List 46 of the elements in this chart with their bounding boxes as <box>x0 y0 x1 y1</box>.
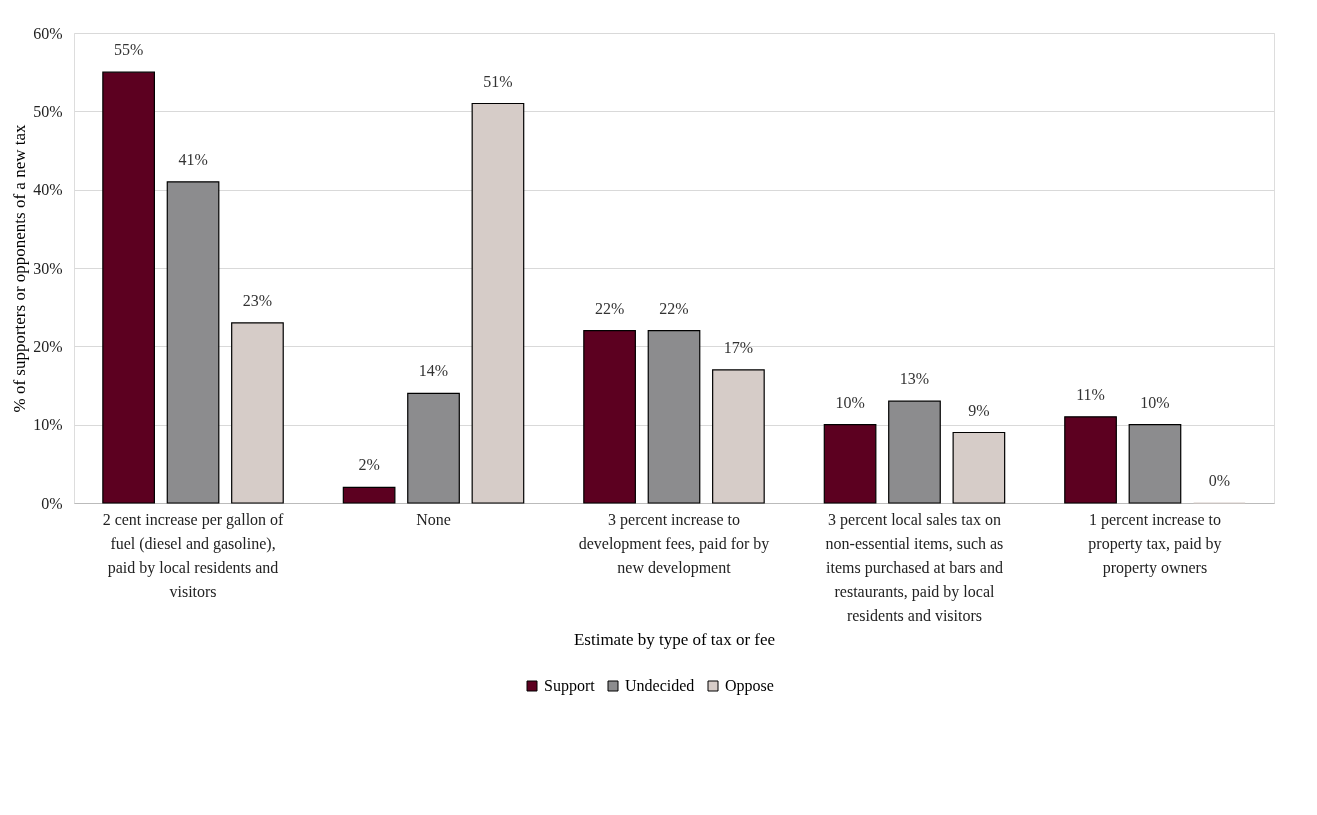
legend-label: Oppose <box>725 677 774 695</box>
legend-label: Support <box>544 677 596 695</box>
data-label: 0% <box>1208 472 1231 489</box>
y-tick-label: 0% <box>41 494 63 512</box>
bar <box>1128 424 1182 504</box>
y-tick-label: 10% <box>33 416 63 434</box>
bar <box>102 71 155 504</box>
bar <box>823 424 877 504</box>
y-tick-label: 40% <box>33 181 63 199</box>
data-label: 22% <box>659 299 689 317</box>
data-label: 11% <box>1076 385 1105 403</box>
data-label: 14% <box>418 362 449 380</box>
y-axis-title: % of supporters or opponents of a new tax <box>10 124 30 413</box>
x-tick-label: 2 cent increase per gallon of fuel (diesel and gasoline), paid by local residents and visitors <box>102 510 285 600</box>
data-label: 17% <box>723 338 754 356</box>
bar <box>231 322 284 504</box>
data-label: 41% <box>178 150 208 168</box>
bar <box>1064 416 1117 504</box>
y-tick-label: 60% <box>33 24 63 42</box>
data-label: 2% <box>358 456 380 474</box>
bar <box>888 400 941 504</box>
legend-label: Undecided <box>625 677 695 694</box>
data-label: 51% <box>483 72 513 90</box>
bar <box>647 330 701 504</box>
data-label: 23% <box>242 291 273 309</box>
x-axis-title: Estimate by type of tax or fee <box>573 629 776 649</box>
bar <box>407 392 460 504</box>
x-tick-label: 3 percent increase to development fees, paid for by new development <box>578 510 770 577</box>
bar <box>471 102 525 504</box>
data-label: 55% <box>113 41 144 59</box>
data-label: 10% <box>835 393 865 411</box>
y-tick-label: 20% <box>33 337 63 355</box>
data-label: 9% <box>968 401 990 419</box>
bar <box>166 181 220 504</box>
data-label: 13% <box>899 370 930 388</box>
bar <box>342 486 396 504</box>
bar <box>952 431 1006 504</box>
x-tick-label: 1 percent increase to property tax, paid by property owners <box>1088 510 1222 577</box>
x-tick-label: 3 percent local sales tax on non-essential items, such as items purchased at bars and restaurants, paid by local residents and visitors <box>825 510 1004 624</box>
bar <box>712 369 765 504</box>
data-label: 10% <box>1140 393 1170 411</box>
bar <box>583 330 636 504</box>
x-tick-label: None <box>416 510 451 528</box>
y-tick-label: 30% <box>33 259 63 277</box>
y-tick-label: 50% <box>33 102 63 120</box>
data-label: 22% <box>594 299 625 317</box>
